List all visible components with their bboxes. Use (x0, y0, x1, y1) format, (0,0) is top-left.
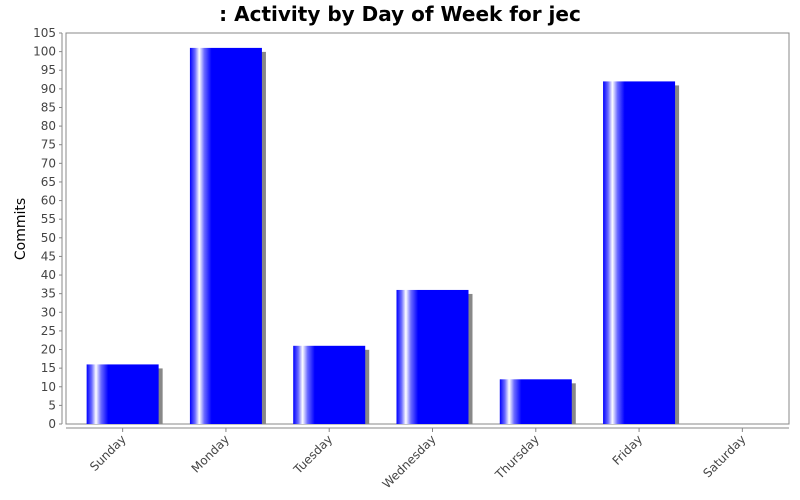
y-tick-label: 35 (41, 287, 56, 301)
y-axis-title: Commits (13, 198, 29, 260)
y-tick-label: 55 (41, 212, 56, 226)
x-tick-label-thursday: Thursday (492, 432, 542, 482)
bar-monday (189, 47, 262, 425)
y-tick-label: 65 (41, 175, 56, 189)
y-tick-label: 95 (41, 63, 56, 77)
x-tick-label-saturday: Saturday (700, 432, 748, 480)
y-tick-label: 0 (48, 417, 56, 431)
y-tick-label: 90 (41, 82, 56, 96)
x-tick-label-wednesday: Wednesday (380, 432, 439, 491)
y-tick-label: 80 (41, 119, 56, 133)
y-tick-label: 85 (41, 100, 56, 114)
y-tick-label: 105 (33, 26, 56, 40)
y-tick-label: 70 (41, 156, 56, 170)
x-tick-label-friday: Friday (610, 432, 646, 468)
y-axis-ticks: 0 5 10 15 20 25 30 35 40 45 50 55 60 65 70 75 80 85 90 95 10… (33, 26, 62, 431)
bar-thursday (499, 379, 572, 424)
y-tick-label: 100 (33, 45, 56, 59)
chart-title: : Activity by Day of Week for jec (219, 2, 581, 26)
y-tick-label: 45 (41, 249, 56, 263)
bars (86, 47, 680, 425)
y-tick-label: 50 (41, 231, 56, 245)
x-tick-label-tuesday: Tuesday (290, 432, 335, 477)
bar-friday (603, 81, 676, 425)
x-axis-ticks: Sunday Monday Tuesday Wednesday Thursday Frid… (87, 428, 748, 491)
y-tick-label: 25 (41, 324, 56, 338)
y-tick-label: 75 (41, 138, 56, 152)
bar-tuesday (293, 345, 366, 424)
y-tick-label: 30 (41, 305, 56, 319)
y-tick-label: 10 (41, 380, 56, 394)
x-tick-label-monday: Monday (189, 432, 232, 475)
y-tick-label: 40 (41, 268, 56, 282)
y-tick-label: 20 (41, 343, 56, 357)
bar-sunday (86, 364, 159, 424)
x-tick-label-sunday: Sunday (87, 432, 129, 474)
y-tick-label: 5 (48, 398, 56, 412)
y-tick-label: 60 (41, 194, 56, 208)
y-tick-label: 15 (41, 361, 56, 375)
bar-wednesday (396, 289, 469, 424)
